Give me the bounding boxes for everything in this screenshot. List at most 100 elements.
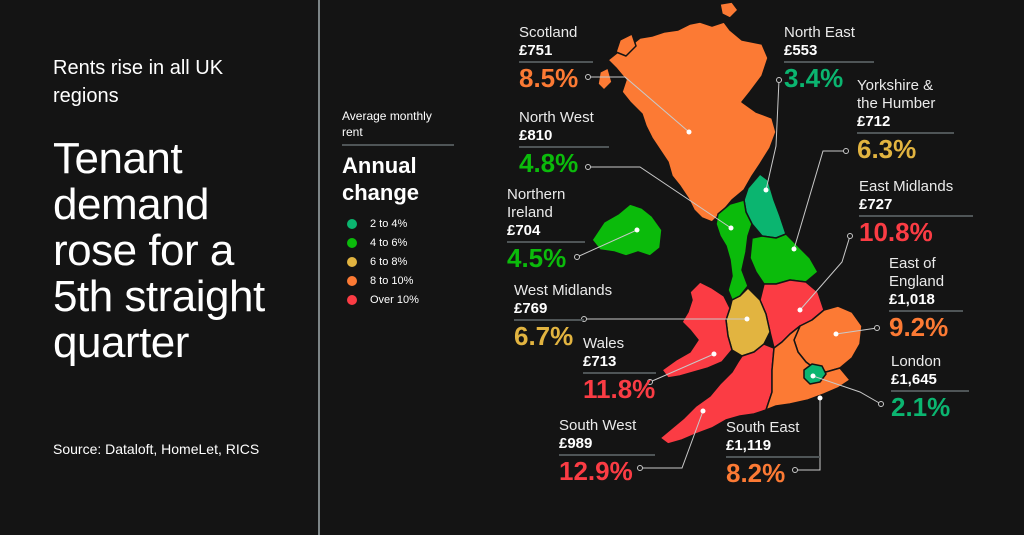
region-scotland-isles (597, 1, 739, 91)
label-rule (857, 132, 954, 134)
leader-line-east-midlands (799, 235, 851, 311)
region-rent: £704 (507, 222, 541, 239)
label-wales: Wales £713 11.8% (583, 335, 656, 405)
leader-anchor-east-midlands (847, 233, 853, 239)
region-scotland (607, 21, 777, 223)
leader-anchor-wales (647, 379, 653, 385)
region-change: 4.5% (507, 243, 567, 273)
legend: Average monthly rent Annual change 2 to … (342, 108, 454, 309)
leader-dot-wales (711, 351, 717, 357)
leader-dot-south-west (700, 408, 706, 414)
label-rule (559, 454, 655, 456)
region-change: 3.4% (784, 63, 844, 93)
leader-anchor-east-of-england (874, 325, 880, 331)
leader-line-wales (649, 353, 715, 383)
leader-anchor-northern-ireland (574, 254, 580, 260)
region-rent: £727 (859, 196, 893, 213)
region-name: Wales (583, 335, 625, 352)
region-change: 8.5% (519, 63, 579, 93)
label-rule (889, 310, 963, 312)
region-northern-ireland (591, 203, 663, 257)
legend-item: 4 to 6% (342, 233, 454, 252)
label-northern-ireland: Northern Ireland £704 4.5% (507, 186, 587, 274)
legend-item: 8 to 10% (342, 271, 454, 290)
legend-subtitle: Average monthly rent (342, 109, 432, 139)
region-change: 6.7% (514, 321, 574, 351)
label-north-west: North West £810 4.8% (519, 109, 609, 179)
legend-label: 8 to 10% (370, 274, 414, 287)
leader-line-yorkshire (793, 150, 846, 250)
label-south-east: South East £1,119 8.2% (726, 419, 820, 489)
label-rule (507, 241, 585, 243)
leader-dot-south-east (817, 395, 823, 401)
legend-swatch (347, 256, 357, 267)
region-change: 6.3% (857, 134, 917, 164)
label-yorkshire: Yorkshire & the Humber £712 6.3% (857, 77, 957, 165)
subtitle: Rents rise in all UK regions (53, 57, 224, 107)
region-change: 10.8% (859, 217, 933, 247)
leader-anchor-london (878, 401, 884, 407)
label-london: London £1,645 2.1% (891, 353, 969, 423)
region-name: North West (519, 109, 594, 126)
region-rent: £1,018 (889, 291, 935, 308)
label-rule (519, 146, 609, 148)
region-change: 2.1% (891, 392, 951, 422)
region-name: Northern Ireland (507, 186, 566, 221)
label-scotland: Scotland £751 8.5% (519, 24, 593, 94)
region-yorkshire (749, 233, 819, 285)
label-east-of-england: East of England £1,018 9.2% (889, 255, 963, 343)
label-east-midlands: East Midlands £727 10.8% (859, 178, 973, 248)
label-rule (859, 215, 973, 217)
region-change: 11.8% (583, 374, 656, 404)
leader-line-scotland (588, 76, 690, 133)
label-rule (519, 61, 593, 63)
legend-item: Over 10% (342, 290, 454, 309)
label-south-west: South West £989 12.9% (559, 417, 655, 487)
legend-swatch (347, 237, 357, 248)
region-rent: £1,645 (891, 371, 937, 388)
leader-line-london (812, 375, 882, 405)
region-rent: £712 (857, 113, 891, 130)
leader-dot-northern-ireland (634, 227, 640, 233)
leader-dot-scotland (686, 129, 692, 135)
leader-dot-east-of-england (833, 331, 839, 337)
leader-dot-london (810, 373, 816, 379)
region-rent: £553 (784, 42, 818, 59)
leader-dot-yorkshire (791, 246, 797, 252)
legend-label: Over 10% (370, 293, 419, 306)
region-wales (661, 281, 733, 379)
leader-anchor-south-west (637, 465, 643, 471)
legend-swatch (347, 218, 357, 229)
label-rule (891, 390, 969, 392)
legend-title: Annual change (342, 153, 420, 205)
region-rent: £810 (519, 127, 553, 144)
leader-endpoints (574, 74, 884, 473)
region-name: Scotland (519, 24, 578, 41)
leader-anchor-north-east (776, 77, 782, 83)
legend-swatch (347, 275, 357, 286)
leader-anchor-south-east (792, 467, 798, 473)
region-name: South West (559, 417, 637, 434)
region-name: North East (784, 24, 855, 41)
legend-label: 6 to 8% (370, 255, 408, 268)
leader-anchor-yorkshire (843, 148, 849, 154)
leader-line-north-west (588, 166, 732, 229)
region-name: London (891, 353, 942, 370)
region-change: 12.9% (559, 456, 633, 486)
region-change: 8.2% (726, 458, 786, 488)
source-note: Source: Dataloft, HomeLet, RICS (53, 441, 260, 457)
leader-anchor-scotland (585, 74, 591, 80)
label-rule (583, 372, 656, 374)
legend-item: 2 to 4% (342, 214, 454, 233)
vertical-divider (318, 0, 320, 535)
leader-anchor-north-west (585, 164, 591, 170)
leader-dot-north-west (728, 225, 734, 231)
region-name: East of England (889, 255, 945, 290)
label-rule (514, 319, 584, 321)
leader-dot-west-midlands (744, 316, 750, 322)
legend-label: 2 to 4% (370, 217, 408, 230)
legend-item: 6 to 8% (342, 252, 454, 271)
region-rent: £769 (514, 300, 548, 317)
legend-swatch (347, 294, 357, 305)
